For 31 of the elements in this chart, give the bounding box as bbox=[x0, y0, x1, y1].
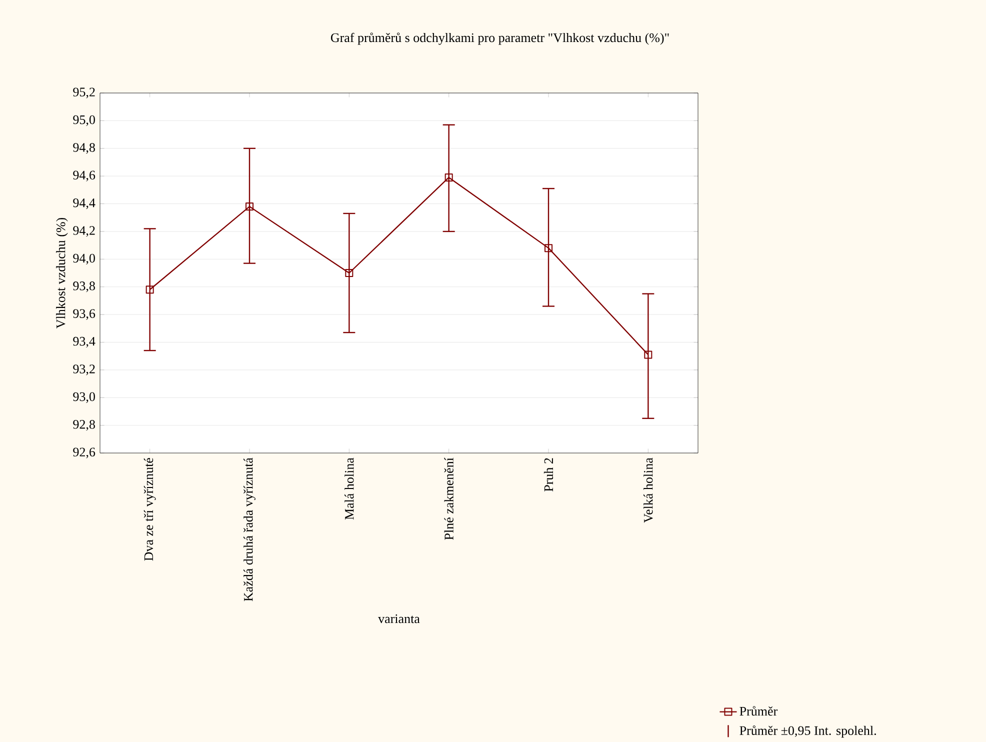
y-tick-label: 94,0 bbox=[73, 254, 95, 264]
y-tick-label: 94,6 bbox=[73, 170, 96, 182]
legend-label: Průměr bbox=[740, 706, 778, 716]
x-axis-title: varianta bbox=[378, 614, 420, 624]
x-tick-label: Velká holina bbox=[644, 458, 653, 523]
y-tick-label: 93,8 bbox=[73, 282, 95, 292]
x-tick-label: Každá druhá řada vyříznutá bbox=[244, 458, 256, 602]
x-tick-label: Pruh 2 bbox=[544, 458, 554, 492]
y-tick-label: 94,2 bbox=[73, 226, 95, 237]
point bbox=[444, 173, 453, 182]
point bbox=[246, 202, 254, 211]
point bbox=[146, 286, 154, 294]
y-tick-label: 94,8 bbox=[73, 143, 95, 154]
y-tick-label: 93,4 bbox=[73, 336, 96, 348]
point bbox=[544, 244, 553, 252]
y-tick-label: 94,4 bbox=[73, 198, 96, 210]
y-tick-label: 93,0 bbox=[73, 392, 95, 403]
point bbox=[644, 350, 652, 359]
y-tick-label: 92,6 bbox=[73, 448, 96, 458]
y-axis-title: Vlhkost vzduchu (%) bbox=[56, 218, 68, 328]
x-tick-label: Dva ze tří vyříznuté bbox=[144, 458, 156, 561]
x-tick-label: Plné zakmenění bbox=[444, 458, 454, 540]
x-tick-label: Malá holina bbox=[344, 458, 354, 520]
text: Průměr ±0,95 Int. spolehl. bbox=[740, 725, 876, 738]
y-tick-label: 95,2 bbox=[73, 88, 95, 98]
y-tick-label: 92,8 bbox=[73, 420, 95, 431]
y-tick-label: 93,2 bbox=[73, 364, 95, 376]
y-tick-label: 95,0 bbox=[73, 115, 95, 126]
y-tick-label: 93,6 bbox=[73, 309, 96, 320]
chart-title: Graf průměrů s odchylkami pro parametr "Vlhkost vzduchu (%)" bbox=[330, 32, 669, 45]
point bbox=[345, 269, 354, 277]
